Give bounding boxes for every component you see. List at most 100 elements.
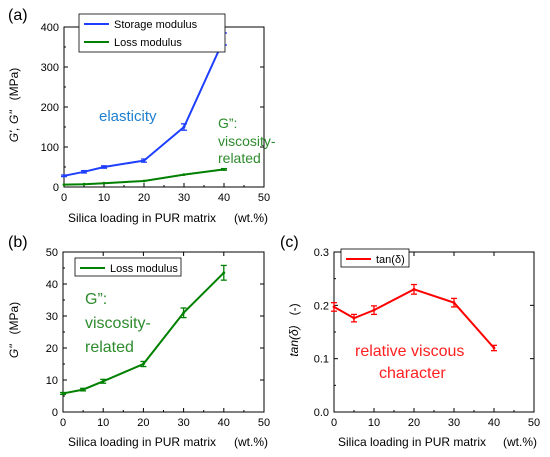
data-point (102, 181, 106, 185)
x-tick-label: 0 (60, 417, 66, 429)
series-line (62, 272, 225, 395)
data-point (62, 183, 66, 187)
panel-label: (c) (280, 234, 299, 251)
y-axis-unit: (MPa) (7, 302, 21, 335)
x-axis-label: Silica loading in PUR matrix (68, 211, 216, 225)
data-point (101, 379, 105, 383)
x-tick-label: 10 (98, 192, 110, 204)
x-tick-label: 40 (488, 417, 500, 429)
annotation-text: elasticity (99, 108, 157, 125)
data-point (142, 179, 146, 183)
legend-label: Loss modulus (110, 263, 178, 275)
x-axis-unit: (wt.%) (503, 435, 537, 449)
y-tick-label: 20 (46, 343, 58, 355)
data-point (142, 362, 145, 366)
data-point (182, 173, 186, 177)
plot-frame (333, 251, 535, 413)
panel-label: (a) (8, 7, 28, 24)
annotation-text: viscosity- (218, 133, 276, 149)
data-point (372, 308, 376, 312)
x-tick-label: 40 (218, 417, 230, 429)
x-tick-label: 20 (138, 192, 150, 204)
y-axis-unit: (-) (287, 303, 301, 315)
x-tick-label: 30 (178, 192, 190, 204)
x-tick-label: 50 (258, 192, 270, 204)
annotation-text: G”: (218, 115, 237, 131)
x-axis-label: Silica loading in PUR matrix (338, 435, 486, 449)
y-tick-label: 0.0 (314, 407, 329, 419)
data-point (222, 168, 226, 171)
legend: Loss modulus (74, 257, 182, 277)
x-tick-label: 50 (258, 417, 270, 429)
series-0 (331, 283, 497, 352)
data-point (352, 316, 356, 320)
y-tick-label: 200 (41, 102, 59, 114)
y-tick-label: 300 (41, 62, 59, 74)
legend-label: tan(δ) (376, 254, 405, 266)
x-tick-label: 30 (177, 417, 189, 429)
annotation-text: related (85, 339, 134, 356)
y-tick-label: 10 (46, 375, 58, 387)
x-axis-unit: (wt.%) (234, 435, 268, 449)
legend-box (340, 248, 410, 268)
series-line (63, 38, 225, 177)
y-tick-label: 0.2 (314, 300, 329, 312)
data-point (182, 311, 186, 315)
y-axis-label: tan(δ) (-) (287, 303, 301, 356)
y-tick-label: 50 (46, 247, 58, 259)
chart-panel-0: (a) 0 10 20 30 40 50 0 100 200 300 400 G', G" (MPa) Si… (7, 7, 276, 225)
legend-box (78, 13, 226, 53)
data-point (452, 301, 456, 305)
data-point (142, 159, 146, 163)
y-tick-label: 400 (41, 22, 59, 34)
series-1 (62, 167, 227, 187)
legend-label: Storage modulus (114, 19, 198, 31)
data-point (222, 271, 226, 275)
x-axis-unit: (wt.%) (234, 211, 268, 225)
y-tick-label: 0 (52, 407, 58, 419)
data-point (412, 287, 416, 291)
x-tick-label: 10 (368, 417, 380, 429)
x-axis-label: Silica loading in PUR matrix (68, 435, 216, 449)
x-tick-label: 10 (97, 417, 109, 429)
data-point (62, 174, 66, 178)
x-tick-label: 30 (448, 417, 460, 429)
y-tick-label: 0 (53, 182, 59, 194)
x-tick-label: 0 (331, 417, 337, 429)
chart-panel-2: (c) 0 10 20 30 40 50 0.0 0.1 0.2 0.3 tan(δ) (-) Silic… (280, 234, 540, 449)
data-point (82, 182, 86, 186)
data-point (332, 305, 336, 309)
y-tick-label: 0.1 (314, 354, 329, 366)
chart-panel-1: (b) 0 10 20 30 40 50 0 10 20 30 40 50 G" (MPa) Silica l… (7, 234, 270, 449)
y-axis-label: G" (MPa) (7, 302, 21, 358)
series-line (333, 288, 495, 349)
y-axis-symbol: G" (7, 344, 21, 358)
data-point (82, 170, 86, 174)
x-tick-label: 20 (408, 417, 420, 429)
annotation-text: relative viscous (355, 343, 464, 360)
y-axis-unit: (MPa) (7, 68, 21, 101)
y-tick-label: 0.3 (314, 247, 329, 259)
y-tick-label: 30 (46, 311, 58, 323)
annotation-text: G”: (85, 291, 107, 308)
legend-box (74, 257, 182, 277)
panel-label: (b) (8, 234, 28, 251)
data-point (182, 125, 186, 129)
y-axis-symbol: G', G" (7, 110, 21, 143)
annotation-text: viscosity- (85, 315, 151, 332)
y-axis-symbol: tan(δ) (287, 325, 301, 356)
x-tick-label: 20 (137, 417, 149, 429)
y-tick-label: 40 (46, 279, 58, 291)
y-tick-label: 100 (41, 142, 59, 154)
series-line (63, 168, 225, 186)
y-axis-label: G', G" (MPa) (7, 68, 21, 143)
data-point (102, 165, 106, 169)
data-point (81, 388, 85, 391)
annotation-text: character (379, 365, 446, 382)
series-0 (60, 264, 227, 396)
data-point (492, 346, 496, 350)
x-tick-label: 40 (218, 192, 230, 204)
x-tick-label: 50 (528, 417, 540, 429)
legend-label: Loss modulus (114, 37, 182, 49)
